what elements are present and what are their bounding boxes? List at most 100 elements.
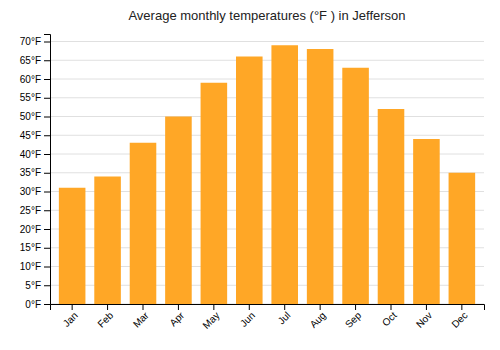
tick-mark [72, 304, 73, 310]
bar [378, 109, 405, 304]
tick-label: Jan [61, 310, 80, 329]
tick: 55°F [20, 92, 50, 103]
bar [201, 83, 228, 304]
tick-mark [320, 304, 321, 310]
tick: May [200, 304, 221, 331]
tick-label: 10°F [20, 261, 41, 272]
tick: Dec [449, 304, 469, 330]
tick: 10°F [20, 261, 50, 272]
tick: Sep [343, 304, 364, 330]
bar [413, 139, 440, 304]
tick-label: 50°F [20, 111, 41, 122]
tick-mark [391, 304, 392, 310]
tick: Aug [308, 304, 328, 330]
tick-mark [44, 135, 50, 136]
tick-label: 65°F [20, 55, 41, 66]
tick-label: Jul [276, 310, 293, 327]
bar [236, 57, 263, 305]
grid-line [50, 79, 484, 80]
tick-mark [355, 304, 356, 310]
grid-line [50, 116, 484, 117]
tick: 5°F [25, 280, 50, 291]
tick: 40°F [20, 149, 50, 160]
tick-label: Jun [238, 310, 257, 329]
chart: 0°F 5°F 10°F 15°F 20°F 25°F 30°F 35°F 40°F 45°F 50… [0, 0, 500, 350]
title: Average monthly temperatures (°F ) in Je… [128, 8, 405, 23]
tick-mark [44, 304, 50, 305]
grid-line [50, 135, 484, 136]
tick-mark [44, 267, 50, 268]
tick-label: 15°F [20, 242, 41, 253]
tick: 15°F [20, 242, 50, 253]
tick: 0°F [25, 299, 50, 310]
tick-mark [44, 285, 50, 286]
tick-label: Aug [308, 310, 328, 330]
tick-mark [44, 42, 50, 43]
tick-mark [107, 304, 108, 310]
bar [449, 173, 476, 304]
tick-mark [44, 173, 50, 174]
tick-mark [44, 210, 50, 211]
tick: 70°F [20, 36, 50, 47]
tick: Apr [167, 304, 186, 328]
axis-line [44, 35, 51, 305]
bar [59, 188, 86, 304]
tick-label: Feb [95, 309, 115, 329]
y-axis: 0°F 5°F 10°F 15°F 20°F 25°F 30°F 35°F 40°F 45°F 50… [20, 35, 51, 310]
axis-line [51, 305, 485, 311]
tick-mark [44, 60, 50, 61]
tick-label: 0°F [25, 299, 41, 310]
tick: 60°F [20, 74, 50, 85]
tick: 30°F [20, 186, 50, 197]
tick: Nov [414, 304, 434, 330]
tick-mark [284, 304, 285, 310]
tick-mark [461, 304, 462, 310]
tick-mark [178, 304, 179, 310]
tick-label: 35°F [20, 167, 41, 178]
tick: Mar [131, 304, 151, 330]
tick-label: 60°F [20, 74, 41, 85]
tick-mark [44, 248, 50, 249]
grid-line [50, 60, 484, 61]
tick-mark [44, 154, 50, 155]
grid-line [50, 41, 484, 42]
tick-mark [143, 304, 144, 310]
tick-mark [426, 304, 427, 310]
tick: Jan [61, 304, 80, 329]
tick-mark [44, 98, 50, 99]
tick-mark [44, 79, 50, 80]
tick: 35°F [20, 167, 50, 178]
bar [130, 143, 157, 304]
tick-label: May [200, 310, 221, 331]
tick-label: 25°F [20, 205, 41, 216]
tick-label: 20°F [20, 224, 41, 235]
tick-mark [44, 229, 50, 230]
tick-label: 55°F [20, 92, 41, 103]
tick: 65°F [20, 55, 50, 66]
bar [165, 117, 192, 305]
tick: 20°F [20, 224, 50, 235]
tick-label: 30°F [20, 186, 41, 197]
tick-label: Dec [449, 310, 469, 330]
tick: 50°F [20, 111, 50, 122]
tick-mark [44, 117, 50, 118]
bar [342, 68, 369, 304]
tick-mark [213, 304, 214, 310]
tick: Jun [238, 304, 257, 329]
tick-label: 45°F [20, 130, 41, 141]
tick-label: 40°F [20, 149, 41, 160]
bar [307, 49, 334, 304]
tick: 25°F [20, 205, 50, 216]
tick-label: Nov [414, 310, 434, 330]
x-axis: Jan Feb Mar Apr May Jun Jul Aug Sep Oct Nov Dec [51, 304, 485, 331]
tick-label: Oct [380, 310, 399, 329]
tick-label: 70°F [20, 36, 41, 47]
tick: Jul [276, 304, 293, 326]
tick-label: Mar [131, 309, 151, 329]
plot-area [59, 45, 475, 304]
tick-label: 5°F [25, 280, 41, 291]
tick: Oct [380, 304, 399, 328]
grid-line [50, 97, 484, 98]
bar [271, 45, 298, 304]
tick: 45°F [20, 130, 50, 141]
